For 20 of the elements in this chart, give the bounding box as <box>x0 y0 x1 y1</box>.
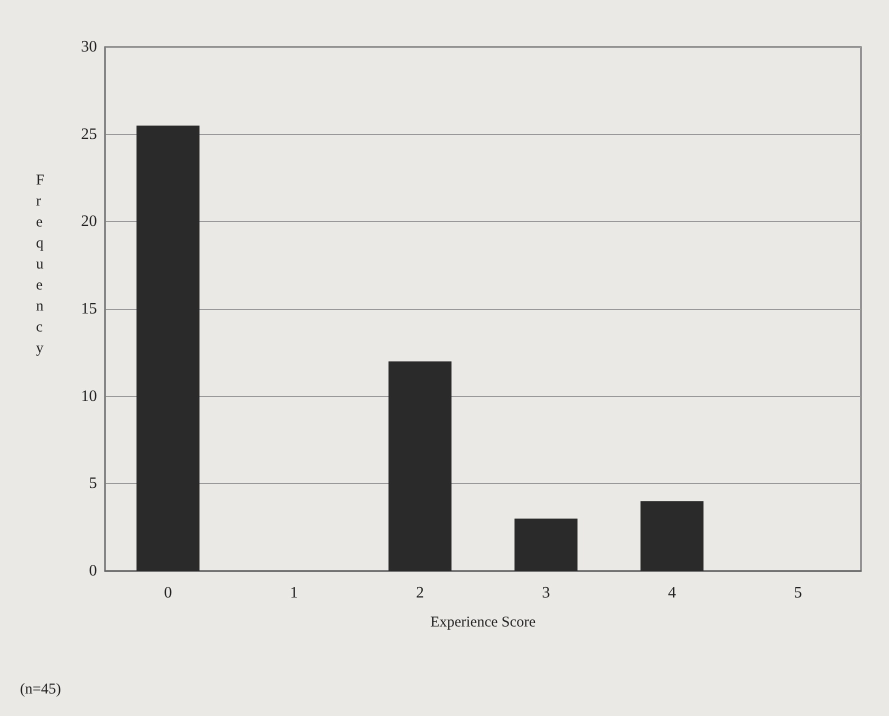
y-tick-label: 20 <box>81 213 97 230</box>
y-tick-label: 10 <box>81 388 97 405</box>
y-tick-label: 15 <box>81 300 97 318</box>
y-tick-label: 25 <box>81 126 97 143</box>
x-tick-label: 4 <box>668 584 676 602</box>
x-tick-label: 2 <box>416 584 424 602</box>
x-tick-label: 1 <box>290 584 298 602</box>
y-tick-label: 30 <box>81 38 97 56</box>
x-axis-title: Experience Score <box>430 614 536 630</box>
y-tick-label: 0 <box>89 562 97 580</box>
bar <box>136 126 200 571</box>
x-tick-label: 3 <box>542 584 550 602</box>
x-tick-label: 5 <box>794 584 802 602</box>
text: Frequency <box>36 172 44 356</box>
bar <box>388 361 452 571</box>
x-tick-label: 0 <box>164 584 172 602</box>
bar <box>640 501 704 571</box>
y-tick-label: 5 <box>89 475 97 492</box>
bar <box>514 518 578 571</box>
text: (n=45) <box>20 682 61 698</box>
